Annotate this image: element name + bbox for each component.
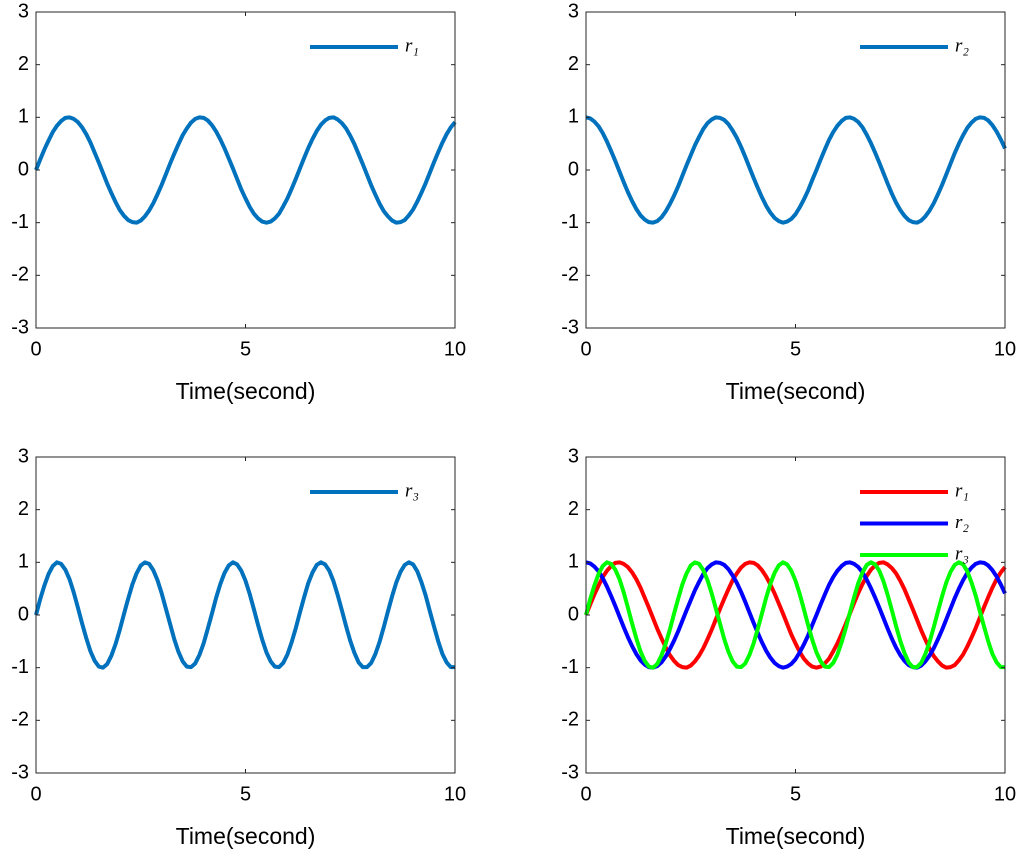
legend-label: r₂ (955, 35, 969, 56)
y-tick-label: 1 (18, 106, 29, 128)
y-tick-label: 0 (18, 603, 29, 625)
y-tick-label: -1 (561, 211, 579, 233)
y-tick-label: 1 (568, 106, 579, 128)
y-tick-label: 1 (568, 551, 579, 573)
axes-box (585, 456, 1006, 774)
x-tick-label: 10 (994, 783, 1016, 805)
x-axis-label: Time(second) (176, 378, 316, 404)
series-line (584, 560, 1005, 670)
legend-label: r₂ (955, 512, 969, 533)
y-tick-label: -2 (11, 264, 29, 286)
series-line (34, 560, 455, 670)
x-axis-label: Time(second) (726, 378, 866, 404)
y-tick-label: 1 (18, 551, 29, 573)
y-tick-label: 2 (568, 498, 579, 520)
series-line (584, 560, 1007, 670)
x-tick-label: 0 (30, 338, 41, 360)
x-axis-label: Time(second) (726, 823, 866, 849)
y-tick-label: 3 (568, 445, 579, 467)
series-line (585, 115, 1007, 225)
x-tick-label: 5 (240, 338, 251, 360)
x-tick-label: 5 (790, 338, 801, 360)
y-tick-label: 2 (568, 53, 579, 75)
y-tick-label: 2 (18, 498, 29, 520)
legend-label: r₁ (955, 480, 969, 501)
y-tick-label: -1 (561, 656, 579, 678)
x-tick-label: 0 (580, 338, 591, 360)
y-tick-label: 3 (568, 0, 579, 22)
y-tick-label: -2 (11, 709, 29, 731)
y-tick-label: -2 (561, 264, 579, 286)
x-tick-label: 5 (240, 783, 251, 805)
x-tick-label: 0 (580, 783, 591, 805)
x-tick-label: 5 (790, 783, 801, 805)
x-tick-label: 10 (444, 338, 466, 360)
y-tick-label: 0 (568, 158, 579, 180)
y-tick-label: -3 (11, 761, 29, 783)
axes-box (35, 456, 456, 774)
y-tick-label: -3 (561, 316, 579, 338)
y-tick-label: 3 (18, 0, 29, 22)
y-tick-label: -3 (11, 316, 29, 338)
y-tick-label: -2 (561, 709, 579, 731)
y-tick-label: -1 (11, 211, 29, 233)
legend-label: r₃ (405, 480, 419, 501)
y-tick-label: 0 (18, 158, 29, 180)
x-tick-label: 10 (994, 338, 1016, 360)
axes-box (585, 11, 1006, 329)
x-tick-label: 10 (444, 783, 466, 805)
y-tick-label: 2 (18, 53, 29, 75)
y-tick-label: 3 (18, 445, 29, 467)
x-tick-label: 0 (30, 783, 41, 805)
x-axis-label: Time(second) (176, 823, 316, 849)
legend-label: r₁ (405, 35, 419, 56)
y-tick-label: -3 (561, 761, 579, 783)
y-tick-label: 0 (568, 603, 579, 625)
series-line (34, 115, 457, 225)
legend-label: r₃ (955, 543, 969, 564)
axes-box (35, 11, 456, 329)
y-tick-label: -1 (11, 656, 29, 678)
